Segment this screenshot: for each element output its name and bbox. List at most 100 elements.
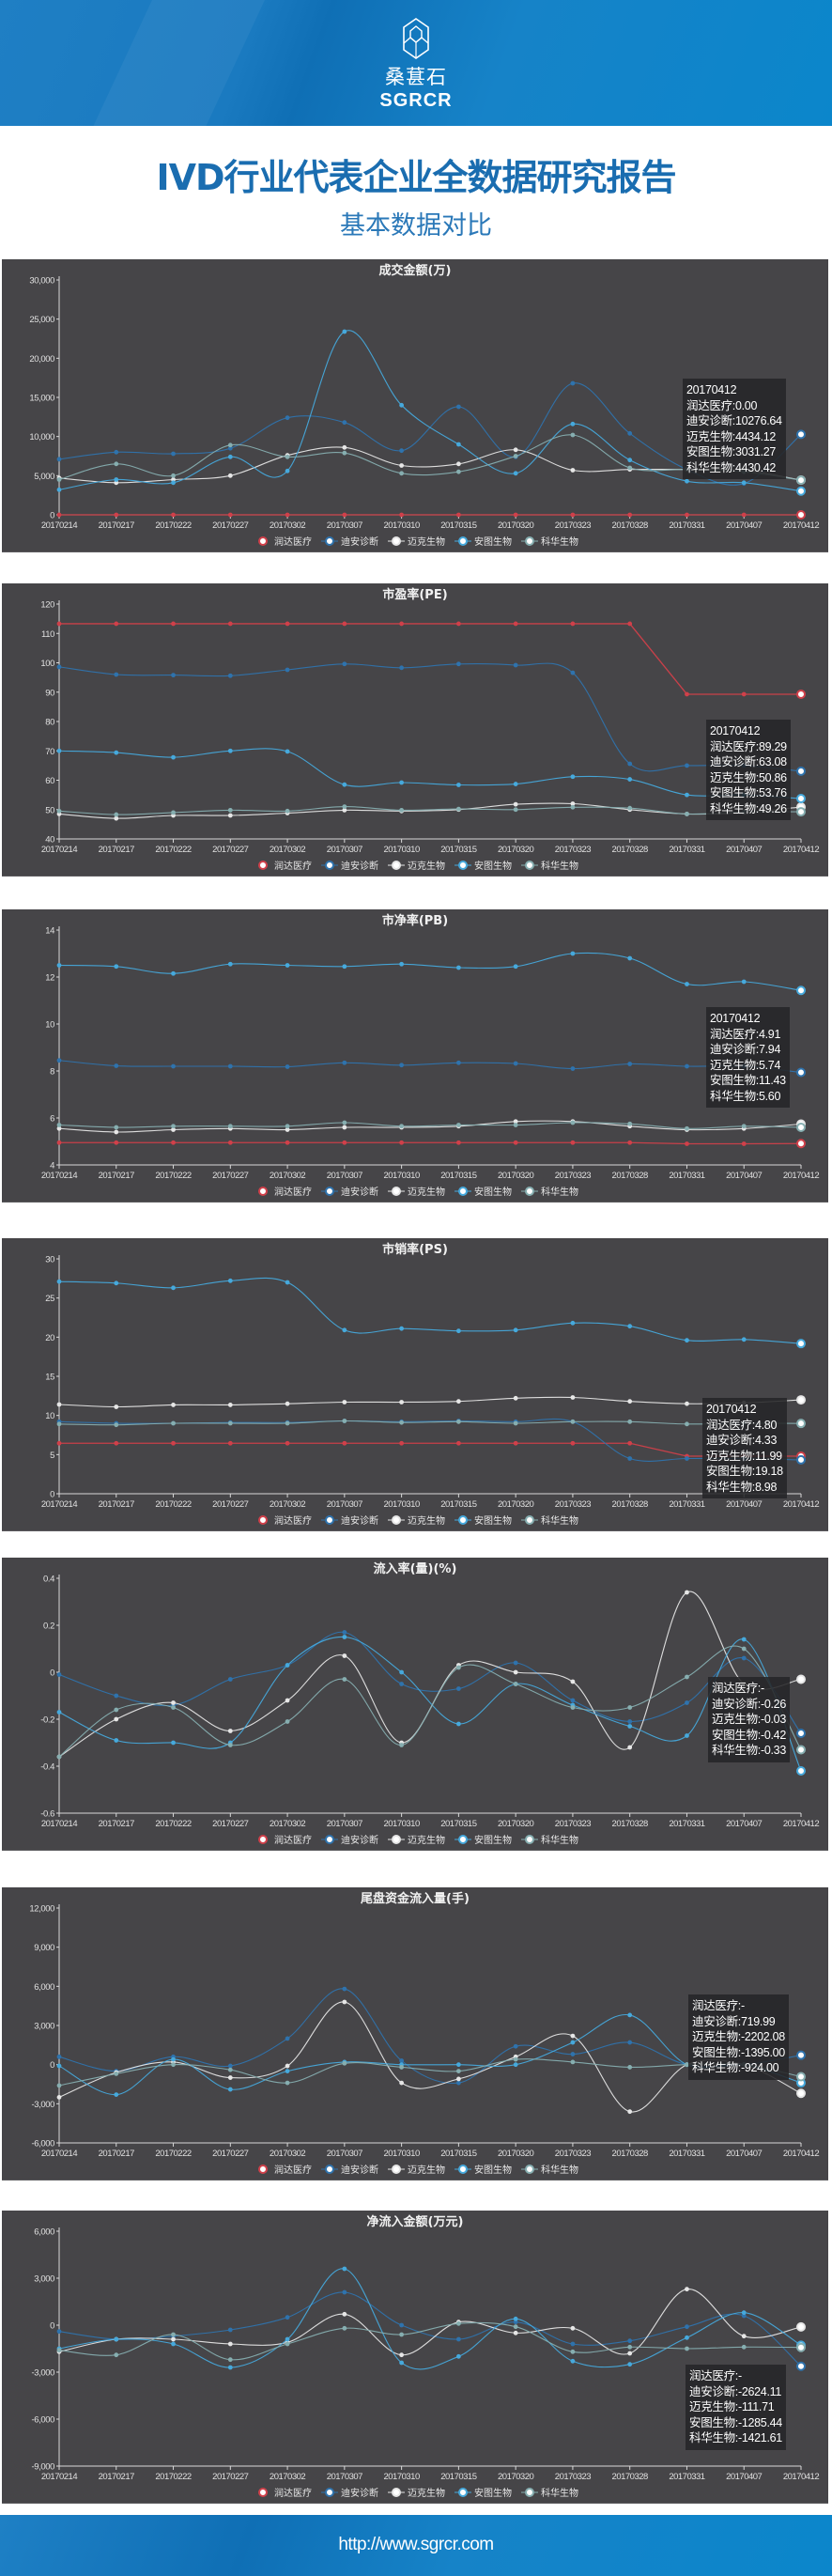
data-point[interactable] (796, 486, 806, 496)
data-point[interactable] (513, 1682, 518, 1686)
data-point[interactable] (114, 672, 119, 677)
data-point[interactable] (285, 415, 290, 421)
series-迈克生物[interactable] (56, 1590, 806, 1760)
data-point[interactable] (685, 691, 689, 697)
data-point[interactable] (627, 2351, 633, 2356)
data-point[interactable] (627, 2344, 633, 2350)
legend-item[interactable]: 科华生物 (521, 860, 578, 872)
data-point[interactable] (685, 812, 689, 816)
data-point[interactable] (399, 2065, 405, 2070)
data-point[interactable] (570, 1705, 576, 1710)
legend-item[interactable]: 润达医疗 (258, 1186, 312, 1198)
data-point[interactable] (570, 621, 576, 627)
series-润达医疗[interactable] (56, 1139, 806, 1149)
data-point[interactable] (399, 2352, 405, 2358)
legend-item[interactable]: 科华生物 (521, 1514, 578, 1527)
data-point[interactable] (56, 1279, 62, 1284)
data-point[interactable] (796, 2321, 806, 2332)
data-point[interactable] (399, 665, 405, 671)
data-point[interactable] (399, 1682, 405, 1686)
data-point[interactable] (796, 1419, 806, 1429)
data-point[interactable] (627, 1399, 633, 1404)
data-point[interactable] (570, 1698, 576, 1703)
data-point[interactable] (399, 2322, 405, 2328)
data-point[interactable] (171, 970, 176, 976)
data-point[interactable] (342, 1060, 347, 1065)
data-point[interactable] (399, 1440, 405, 1446)
data-point[interactable] (455, 442, 461, 447)
data-point[interactable] (114, 1693, 119, 1699)
data-point[interactable] (227, 1440, 233, 1446)
data-point[interactable] (685, 1700, 689, 1705)
data-point[interactable] (796, 1395, 806, 1405)
data-point[interactable] (285, 1401, 290, 1406)
data-point[interactable] (285, 512, 290, 518)
data-point[interactable] (342, 661, 347, 667)
data-point[interactable] (227, 1278, 233, 1283)
data-point[interactable] (741, 480, 747, 486)
data-point[interactable] (227, 673, 233, 678)
data-point[interactable] (342, 1986, 347, 1992)
data-point[interactable] (685, 982, 689, 986)
data-point[interactable] (627, 1419, 633, 1424)
data-point[interactable] (455, 2320, 461, 2326)
data-point[interactable] (114, 477, 119, 482)
data-point[interactable] (627, 1705, 633, 1710)
data-point[interactable] (342, 1140, 347, 1145)
data-point[interactable] (227, 2365, 233, 2370)
legend-item[interactable]: 迈克生物 (388, 860, 445, 872)
legend-item[interactable]: 安图生物 (455, 1186, 512, 1198)
series-迈克生物[interactable] (56, 801, 806, 821)
data-point[interactable] (741, 979, 747, 985)
data-point[interactable] (796, 689, 806, 699)
legend-item[interactable]: 迈克生物 (388, 2164, 445, 2176)
series-科华生物[interactable] (56, 804, 806, 817)
data-point[interactable] (114, 1440, 119, 1446)
data-point[interactable] (627, 1121, 633, 1126)
data-point[interactable] (513, 2062, 518, 2068)
data-point[interactable] (227, 2327, 233, 2333)
data-point[interactable] (455, 1140, 461, 1145)
data-point[interactable] (114, 1707, 119, 1713)
data-point[interactable] (796, 807, 806, 817)
data-point[interactable] (513, 1440, 518, 1446)
data-point[interactable] (741, 512, 747, 518)
data-point[interactable] (227, 961, 233, 967)
legend-item[interactable]: 安图生物 (455, 860, 512, 872)
data-point[interactable] (627, 1456, 633, 1461)
data-point[interactable] (171, 1700, 176, 1705)
legend-item[interactable]: 科华生物 (521, 1834, 578, 1846)
data-point[interactable] (399, 471, 405, 476)
data-point[interactable] (285, 2069, 290, 2074)
data-point[interactable] (796, 1123, 806, 1132)
data-point[interactable] (513, 621, 518, 627)
data-point[interactable] (399, 1124, 405, 1129)
data-point[interactable] (285, 749, 290, 754)
data-point[interactable] (399, 1140, 405, 1145)
data-point[interactable] (513, 2316, 518, 2321)
data-point[interactable] (285, 1440, 290, 1446)
website-link[interactable]: http://www.sgrcr.com (338, 2535, 494, 2554)
data-point[interactable] (741, 1655, 747, 1661)
data-point[interactable] (171, 2336, 176, 2342)
data-point[interactable] (627, 777, 633, 782)
data-point[interactable] (399, 621, 405, 627)
data-point[interactable] (114, 2352, 119, 2358)
series-迪安诊断[interactable] (56, 1058, 806, 1078)
data-point[interactable] (227, 2087, 233, 2092)
data-point[interactable] (513, 807, 518, 813)
data-point[interactable] (285, 2315, 290, 2320)
data-point[interactable] (685, 1674, 689, 1680)
data-point[interactable] (627, 458, 633, 463)
data-point[interactable] (513, 1140, 518, 1145)
data-point[interactable] (399, 1326, 405, 1331)
data-point[interactable] (399, 1063, 405, 1068)
data-point[interactable] (741, 2344, 747, 2350)
legend-item[interactable]: 润达医疗 (258, 1834, 312, 1846)
data-point[interactable] (455, 1665, 461, 1670)
series-迪安诊断[interactable] (56, 1630, 806, 1738)
data-point[interactable] (114, 449, 119, 455)
data-point[interactable] (570, 1679, 576, 1684)
data-point[interactable] (227, 2063, 233, 2069)
data-point[interactable] (685, 2324, 689, 2330)
